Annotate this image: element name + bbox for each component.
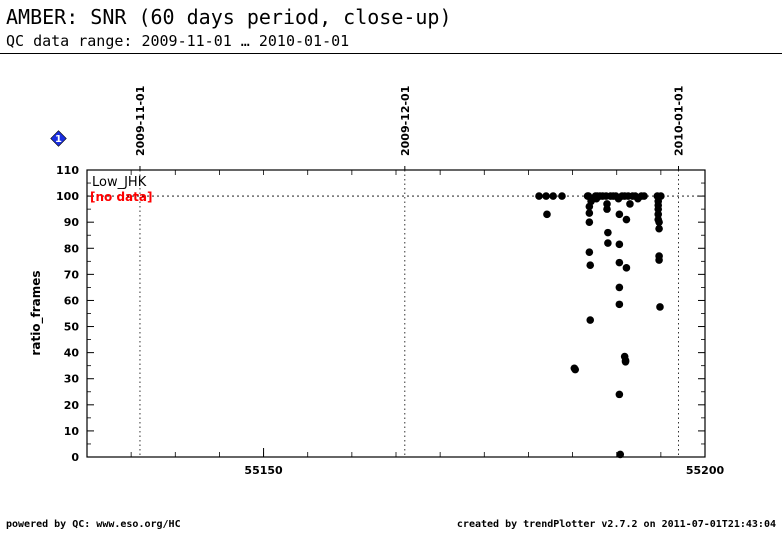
x-tick-label: 55150	[244, 464, 283, 477]
data-point	[654, 205, 663, 213]
data-point	[558, 192, 566, 200]
legend-status-label: [no data]	[90, 190, 152, 204]
info-badge-diamond[interactable]	[50, 130, 67, 147]
data-point	[542, 192, 550, 200]
data-point	[626, 200, 634, 208]
data-point	[655, 218, 663, 226]
data-point	[615, 390, 624, 399]
y-tick-label: 50	[64, 321, 80, 334]
data-point	[615, 210, 624, 219]
data-point	[604, 228, 612, 237]
x-tick-label: 55200	[686, 464, 725, 477]
data-point	[585, 209, 594, 217]
data-point	[543, 210, 551, 219]
plot-frame	[86, 169, 706, 458]
data-point	[615, 300, 624, 309]
data-points	[535, 192, 665, 459]
data-point	[603, 205, 611, 213]
y-tick-label: 10	[64, 425, 80, 438]
y-axis: 0 10 20 30 40 50 60 70 80 90 100 110	[56, 164, 705, 464]
y-tick-label: 70	[64, 268, 80, 281]
y-tick-label: 0	[71, 451, 79, 464]
data-point	[604, 239, 612, 247]
data-point	[571, 365, 580, 374]
data-point	[655, 224, 663, 233]
date-markers: 2009-11-01 2009-12-01 2010-01-01	[134, 86, 686, 457]
footer-powered-by: powered by QC: www.eso.org/HC	[6, 519, 181, 530]
data-point	[621, 357, 630, 366]
chart-title: AMBER: SNR (60 days period, close-up)	[6, 5, 452, 29]
data-point	[615, 240, 624, 249]
data-point	[640, 192, 648, 200]
y-tick-label: 110	[56, 164, 79, 177]
data-point	[585, 218, 594, 226]
data-point	[586, 261, 595, 270]
data-point	[586, 316, 595, 324]
y-tick-label: 20	[64, 399, 80, 412]
y-tick-label: 80	[64, 242, 80, 255]
data-point	[615, 283, 624, 292]
y-tick-label: 40	[64, 347, 80, 360]
date-marker-label: 2010-01-01	[673, 86, 686, 156]
y-tick-label: 60	[64, 294, 80, 307]
data-point	[654, 210, 663, 219]
date-marker-label: 2009-12-01	[399, 86, 412, 156]
data-point	[616, 450, 625, 459]
data-point	[622, 215, 631, 224]
data-point	[585, 248, 594, 256]
legend-series-label: Low_JHK	[92, 175, 147, 190]
y-tick-label: 30	[64, 373, 80, 386]
footer-created-by: created by trendPlotter v2.7.2 on 2011-0…	[456, 519, 776, 530]
info-badge-label[interactable]: 1	[55, 134, 62, 145]
data-point	[603, 200, 611, 208]
data-point	[657, 192, 665, 200]
y-axis-label: ratio_frames	[29, 270, 44, 355]
legend: Low_JHK [no data]	[90, 175, 152, 204]
chart-subtitle: QC data range: 2009-11-01 … 2010-01-01	[6, 32, 350, 50]
date-marker-label: 2009-11-01	[134, 86, 147, 156]
y-tick-label: 100	[56, 190, 79, 203]
data-point	[535, 192, 543, 200]
data-point	[622, 264, 631, 272]
data-point	[549, 192, 557, 200]
y-tick-label: 90	[64, 216, 80, 229]
data-point	[655, 256, 663, 264]
plot-area-border	[86, 169, 706, 458]
data-point	[615, 258, 624, 267]
x-axis: 55150 55200	[86, 170, 725, 477]
info-badge[interactable]: 1	[50, 130, 67, 147]
data-point	[656, 303, 664, 311]
header-divider	[0, 53, 782, 54]
